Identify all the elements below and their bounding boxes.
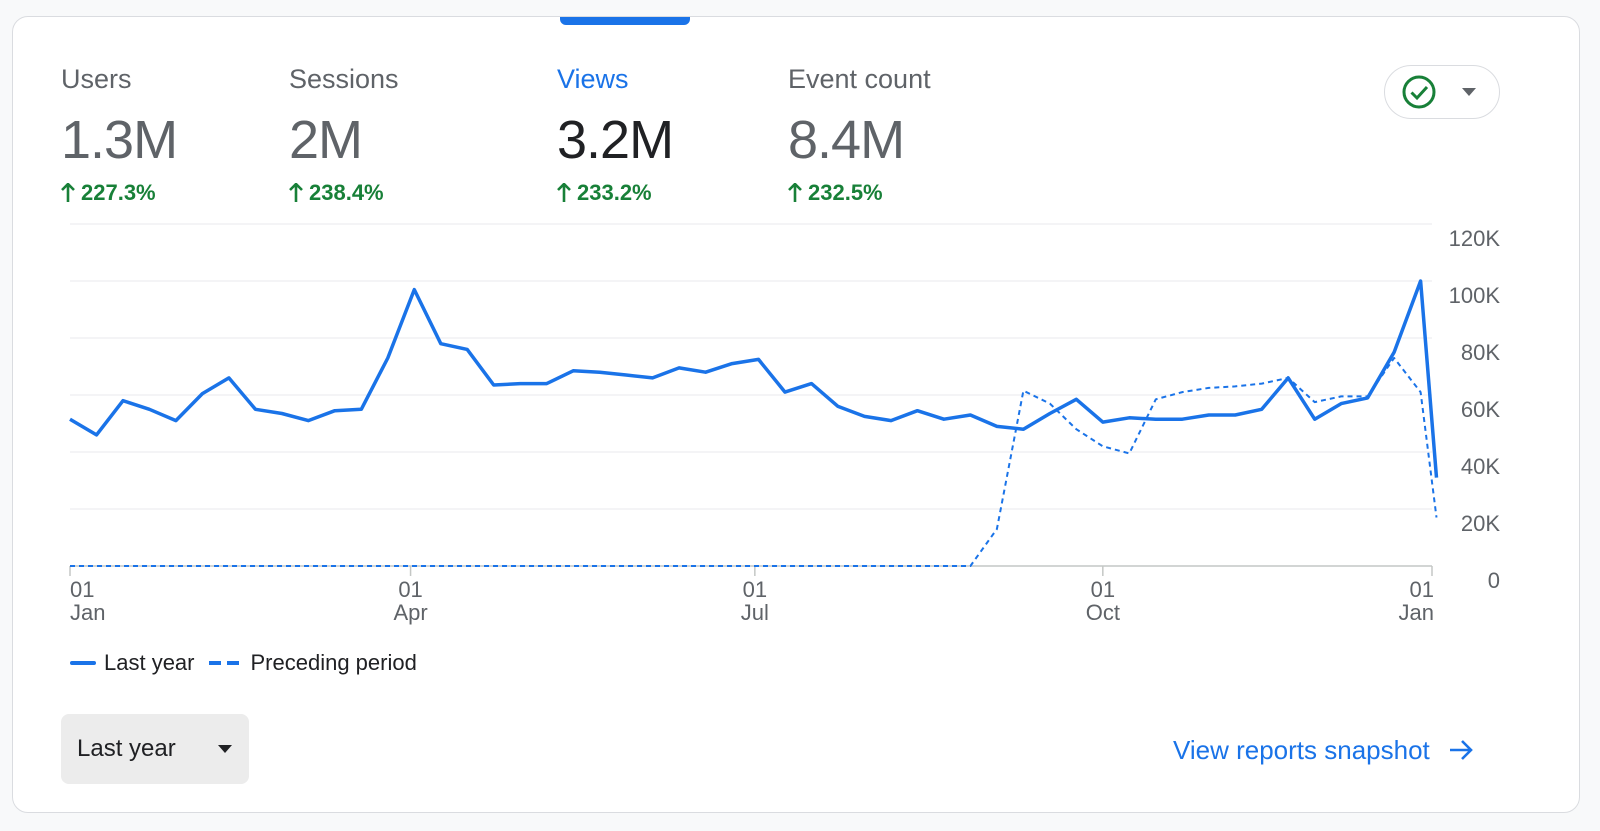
snapshot-link-label: View reports snapshot xyxy=(1173,734,1430,765)
legend-swatch-dashed xyxy=(208,661,243,665)
y-tick-label: 40K xyxy=(1461,454,1500,479)
series-line-preceding-period xyxy=(70,357,1438,567)
x-tick-month: Apr xyxy=(393,600,427,625)
metric-label: Event count xyxy=(788,64,931,94)
legend-label: Last year xyxy=(104,650,195,675)
metric-tab-event-count[interactable]: Event count 8.4M 232.5% xyxy=(788,62,931,206)
metric-change: 233.2% xyxy=(557,180,673,206)
x-tick-day: 01 xyxy=(743,577,767,602)
legend-label: Preceding period xyxy=(250,650,417,675)
x-tick-day: 01 xyxy=(1091,577,1115,602)
x-tick-day: 01 xyxy=(1410,577,1434,602)
metric-label: Users xyxy=(61,64,132,94)
metric-change-value: 232.5% xyxy=(808,180,883,205)
metric-change: 227.3% xyxy=(61,180,177,206)
y-tick-label: 0 xyxy=(1488,568,1500,593)
metric-change-value: 227.3% xyxy=(81,180,156,205)
chart-legend: Last year Preceding period xyxy=(70,650,417,676)
x-tick-day: 01 xyxy=(70,577,94,602)
x-tick-month: Jan xyxy=(1399,600,1434,625)
metric-value: 3.2M xyxy=(557,110,674,170)
date-range-label: Last year xyxy=(77,735,176,762)
active-tab-indicator xyxy=(560,17,690,25)
arrow-up-icon xyxy=(788,183,802,202)
metric-tab-views[interactable]: Views 3.2M 233.2% xyxy=(557,62,674,206)
metric-tab-sessions[interactable]: Sessions 2M 238.4% xyxy=(289,62,399,206)
arrow-right-icon xyxy=(1449,740,1473,760)
overview-card xyxy=(12,16,1580,813)
metric-label: Sessions xyxy=(289,64,399,94)
legend-item-preceding: Preceding period xyxy=(208,650,417,676)
y-tick-label: 80K xyxy=(1461,340,1500,365)
metric-value: 2M xyxy=(289,110,363,170)
date-range-select[interactable]: Last year xyxy=(61,714,249,784)
metric-change-value: 238.4% xyxy=(309,180,384,205)
y-tick-label: 20K xyxy=(1461,511,1500,536)
y-tick-label: 60K xyxy=(1461,397,1500,422)
x-tick-month: Oct xyxy=(1086,600,1120,625)
metric-label: Views xyxy=(557,64,629,94)
metric-change: 238.4% xyxy=(289,180,399,206)
view-reports-snapshot-link[interactable]: View reports snapshot xyxy=(1173,730,1474,770)
arrow-up-icon xyxy=(289,183,303,202)
legend-item-last-year: Last year xyxy=(70,650,195,676)
metric-value: 8.4M xyxy=(788,110,905,170)
y-tick-label: 120K xyxy=(1449,226,1501,251)
metric-change-value: 233.2% xyxy=(577,180,652,205)
check-circle-icon xyxy=(1402,75,1436,109)
metric-value: 1.3M xyxy=(61,110,178,170)
x-tick-month: Jul xyxy=(741,600,769,625)
caret-down-icon xyxy=(218,745,232,753)
y-tick-label: 100K xyxy=(1449,283,1501,308)
data-quality-dropdown[interactable] xyxy=(1384,65,1500,119)
x-tick-month: Jan xyxy=(70,600,105,625)
series-line-last-year xyxy=(69,279,1439,478)
arrow-up-icon xyxy=(557,183,571,202)
arrow-up-icon xyxy=(61,183,75,202)
metric-change: 232.5% xyxy=(788,180,931,206)
metric-tab-users[interactable]: Users 1.3M 227.3% xyxy=(61,62,178,206)
x-tick-day: 01 xyxy=(398,577,422,602)
caret-down-icon xyxy=(1462,88,1476,96)
legend-swatch-solid xyxy=(70,661,96,665)
